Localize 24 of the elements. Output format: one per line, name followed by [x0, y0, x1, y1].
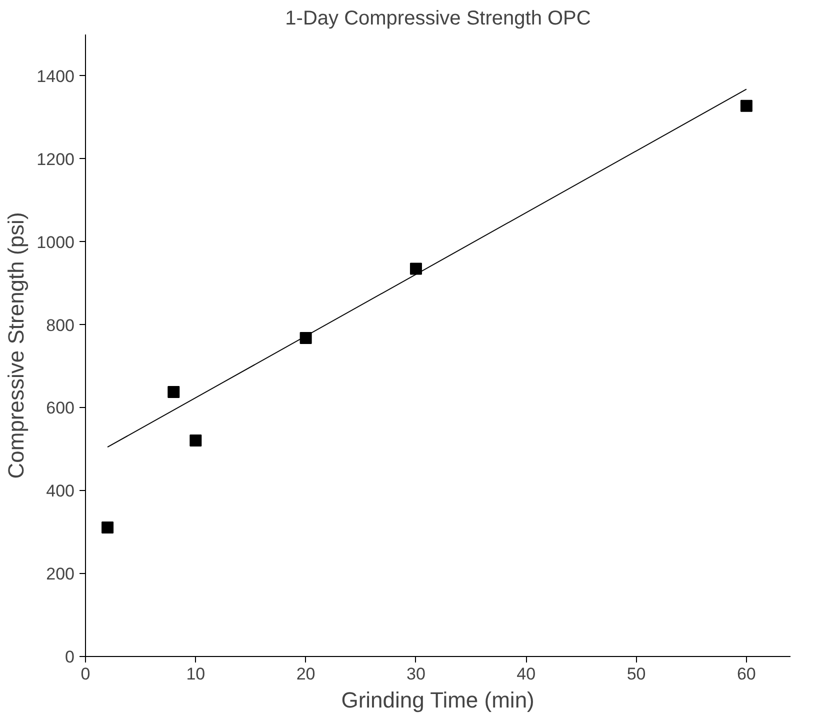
x-tick-label: 40 [516, 664, 536, 684]
y-tick-label: 1400 [36, 66, 75, 86]
x-tick-label: 60 [736, 664, 756, 684]
point [740, 100, 752, 112]
point [190, 434, 202, 446]
y-tick-label: 200 [46, 564, 75, 584]
point [410, 262, 422, 275]
x-tick-label: 30 [406, 664, 426, 684]
x-tick-label: 0 [80, 664, 90, 684]
point [102, 522, 114, 534]
y-tick-label: 0 [65, 648, 75, 666]
y-axis-title: Compressive Strength (psi) [4, 212, 29, 479]
y-tick-label: 600 [46, 398, 75, 418]
y-tick-label: 1200 [36, 150, 75, 169]
chart-title: 1-Day Compressive Strength OPC [285, 8, 591, 30]
x-tick-label: 20 [296, 664, 316, 684]
y-tick-label: 1000 [36, 232, 75, 252]
x-tick-label: 10 [186, 664, 206, 684]
x-axis-title: Grinding Time (min) [341, 688, 534, 712]
y-tick-label: 800 [46, 316, 75, 335]
point [300, 332, 312, 344]
point [168, 386, 180, 398]
x-tick-label: 50 [626, 664, 646, 684]
y-tick-label: 400 [46, 482, 75, 501]
